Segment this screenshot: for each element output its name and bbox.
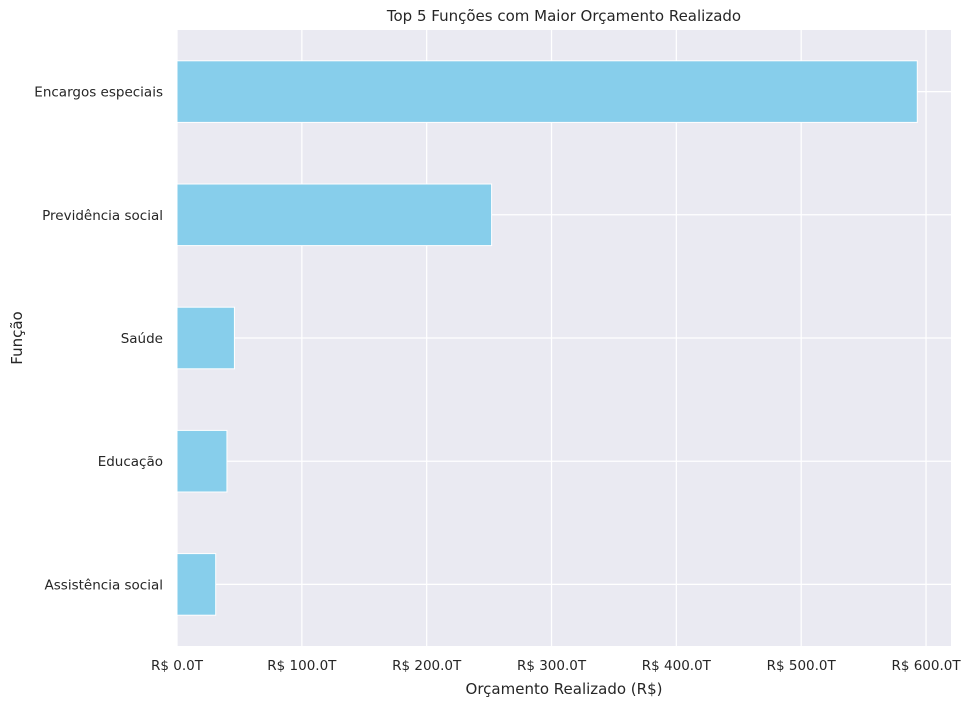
bar bbox=[176, 429, 228, 493]
x-tick-label: R$ 100.0T bbox=[267, 658, 337, 674]
y-tick-label: Saúde bbox=[121, 331, 163, 347]
bar bbox=[176, 306, 235, 370]
bar bbox=[176, 183, 493, 247]
y-tick-labels: Encargos especiais Previdência social Saúd… bbox=[34, 85, 163, 594]
y-tick-label: Assistência social bbox=[45, 577, 163, 593]
bar bbox=[176, 553, 217, 616]
y-tick-label: Previdência social bbox=[42, 208, 163, 224]
x-axis-title: Orçamento Realizado (R$) bbox=[466, 680, 663, 698]
x-tick-label: R$ 600.0T bbox=[891, 658, 961, 674]
y-tick-label: Encargos especiais bbox=[34, 85, 163, 101]
x-tick-label: R$ 0.0T bbox=[151, 658, 204, 674]
x-tick-label: R$ 400.0T bbox=[642, 658, 712, 674]
bar bbox=[176, 60, 918, 123]
x-tick-labels: R$ 0.0T R$ 100.0T R$ 200.0T R$ 300.0T R$ 400… bbox=[151, 658, 961, 674]
chart-title: Top 5 Funções com Maior Orçamento Realiz… bbox=[386, 7, 741, 25]
y-axis-title: Função bbox=[8, 311, 26, 364]
y-tick-label: Educação bbox=[98, 454, 163, 470]
bars bbox=[176, 60, 918, 616]
x-tick-label: R$ 300.0T bbox=[517, 658, 587, 674]
x-tick-label: R$ 200.0T bbox=[392, 658, 462, 674]
x-tick-label: R$ 500.0T bbox=[767, 658, 837, 674]
